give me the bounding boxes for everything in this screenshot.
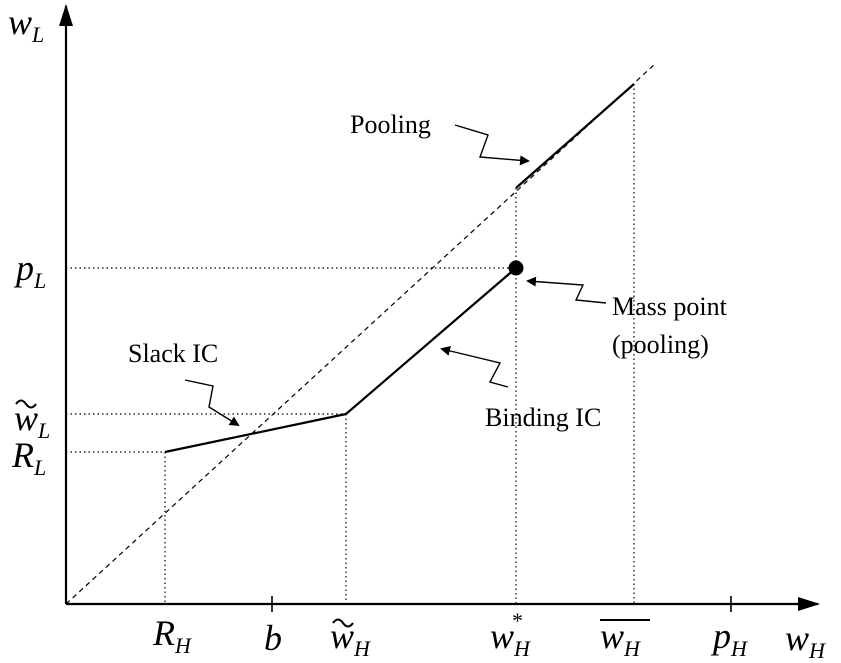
ytick-pL: pL [13, 248, 46, 293]
star-accent-wH: * [512, 608, 523, 633]
xtick-wH-tilde: wH [330, 616, 371, 661]
binding-ic-segment [345, 267, 517, 415]
xtick-b: b [264, 618, 282, 658]
xtick-pH: pH [710, 616, 748, 661]
xtick-RH: RH [152, 613, 192, 658]
ytick-wL-tilde: wL [14, 398, 50, 443]
slack-ic-segment [164, 412, 347, 454]
tilde-accent-wH [332, 618, 354, 628]
mass-point-sublabel: (pooling) [612, 330, 709, 359]
xtick-wH-bar: wH [600, 616, 641, 661]
tilde-accent-wL [15, 399, 37, 409]
y-axis-label: wL [8, 2, 44, 47]
binding-ic-label: Binding IC [485, 403, 601, 432]
mass-point-pointer [526, 276, 607, 304]
ytick-RL: RL [11, 435, 46, 480]
binding-ic-pointer [440, 346, 509, 388]
x-axis-label: wH [785, 618, 826, 663]
pooling-label: Pooling [350, 110, 431, 139]
pooling-segment [515, 83, 635, 189]
slack-ic-pointer [184, 379, 240, 427]
xtick-wH-star: wH [490, 616, 531, 661]
mass-point-dot [508, 260, 524, 276]
pooling-pointer [454, 124, 530, 166]
slack-ic-label: Slack IC [128, 339, 218, 368]
diagonal-45-line [65, 63, 656, 605]
mass-point-label: Mass point [612, 292, 728, 321]
